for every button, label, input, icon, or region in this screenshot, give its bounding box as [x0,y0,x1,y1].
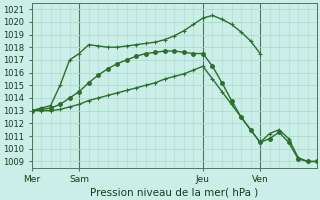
X-axis label: Pression niveau de la mer( hPa ): Pression niveau de la mer( hPa ) [90,187,259,197]
